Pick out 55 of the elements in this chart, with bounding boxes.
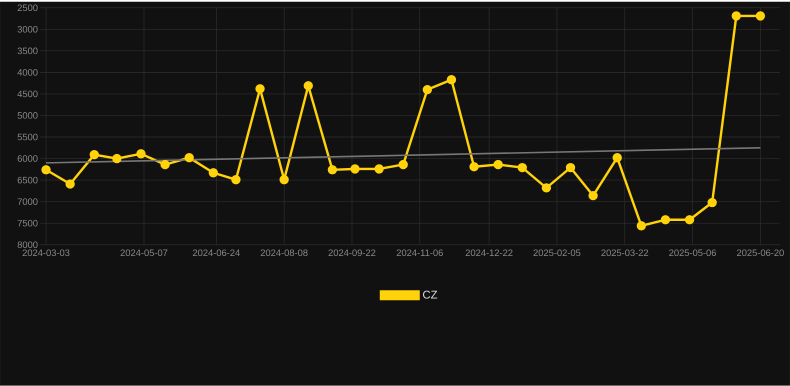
x-tick-label: 2024-06-24 <box>192 250 240 256</box>
y-tick-label: 4000 <box>17 69 38 76</box>
point <box>184 153 194 162</box>
point <box>469 162 479 172</box>
x-tick-label: 2024-08-08 <box>260 250 308 256</box>
y-tick-label: 6500 <box>18 176 38 184</box>
point <box>566 163 576 172</box>
y-tick-label: 5000 <box>18 112 38 119</box>
point <box>398 160 408 170</box>
point <box>328 165 338 175</box>
x-tick-label: 2025-05-06 <box>669 250 716 256</box>
x-tick-label: 2024-09-22 <box>328 250 376 256</box>
point <box>684 215 694 225</box>
point <box>518 163 527 172</box>
point <box>231 175 241 184</box>
point <box>112 154 122 164</box>
point <box>279 175 289 184</box>
point <box>636 221 646 231</box>
point <box>756 11 766 21</box>
point <box>732 11 741 21</box>
x-tick-label: 2025-02-05 <box>534 250 580 256</box>
y-tick-label: 4500 <box>17 90 38 98</box>
x-tick-label: 2025-03-22 <box>601 250 648 256</box>
point <box>493 160 503 170</box>
point <box>208 168 218 178</box>
x-tick-label: 2024-12-22 <box>466 250 513 256</box>
y-tick-label: 5500 <box>18 134 38 140</box>
y-tick-label: 3000 <box>18 26 38 33</box>
y-tick-label: 7500 <box>18 220 38 227</box>
point <box>374 164 384 174</box>
x-tick-label: 2025-06-20 <box>736 250 784 256</box>
legend-label: CZ <box>423 290 438 299</box>
point <box>136 149 146 159</box>
point <box>708 198 717 208</box>
point <box>588 191 598 200</box>
y-tick-label: 7000 <box>18 198 38 206</box>
point <box>612 153 622 162</box>
point <box>422 85 432 94</box>
y-tick-label: 2500 <box>18 4 38 12</box>
y-tick-label: 8000 <box>18 242 38 248</box>
point <box>65 179 75 189</box>
x-tick-label: 2024-03-03 <box>22 250 70 256</box>
point <box>41 165 51 175</box>
point <box>660 215 670 225</box>
point <box>446 75 456 84</box>
point <box>90 150 99 160</box>
point <box>160 160 170 170</box>
y-tick-label: 3500 <box>18 48 38 54</box>
x-tick-label: 2024-11-06 <box>396 250 443 256</box>
y-tick-label: 6000 <box>18 155 38 162</box>
point <box>255 84 265 94</box>
x-tick-label: 2024-05-07 <box>120 250 168 256</box>
point <box>542 183 552 193</box>
point <box>304 81 313 91</box>
point <box>350 164 360 174</box>
